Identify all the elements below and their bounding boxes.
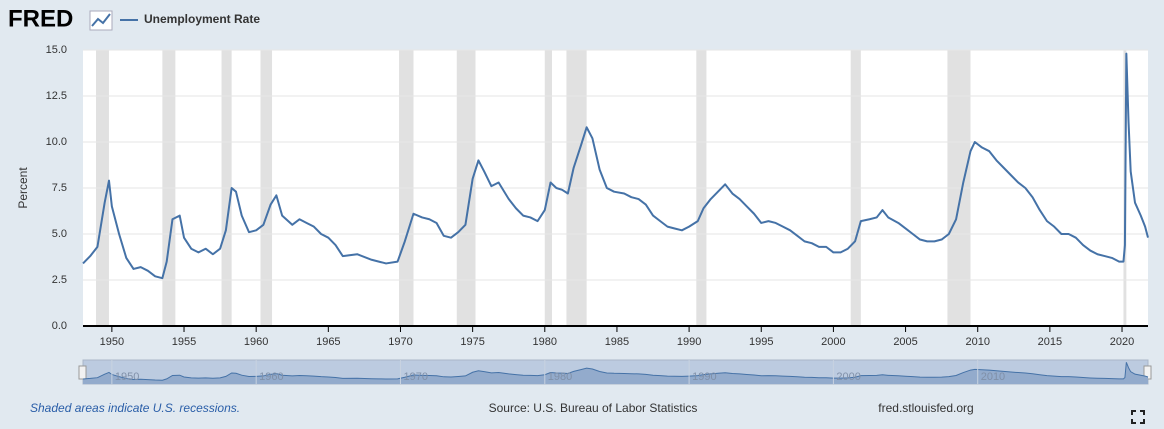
y-tick-label: 12.5: [46, 90, 67, 102]
navigator-tick-label: 1960: [259, 371, 283, 383]
x-tick-label: 1970: [388, 336, 412, 348]
logo-icon: [89, 10, 113, 31]
y-axis-label: Percent: [16, 167, 30, 209]
x-tick-label: 2015: [1038, 336, 1062, 348]
navigator-tick-label: 1950: [115, 371, 139, 383]
x-tick-label: 2020: [1110, 336, 1134, 348]
y-tick-label: 10.0: [46, 136, 67, 148]
y-tick-label: 15.0: [46, 44, 67, 56]
x-tick-label: 1990: [677, 336, 701, 348]
x-tick-label: 2000: [821, 336, 845, 348]
legend-label: Unemployment Rate: [144, 12, 260, 26]
x-tick-label: 2010: [965, 336, 989, 348]
navigator-tick-label: 1990: [692, 371, 716, 383]
footnote: Shaded areas indicate U.S. recessions.: [30, 401, 240, 415]
site: fred.stlouisfed.org: [878, 401, 973, 415]
x-tick-label: 1960: [244, 336, 268, 348]
y-tick-label: 7.5: [52, 182, 67, 194]
x-tick-label: 1950: [100, 336, 124, 348]
navigator-line: [82, 362, 1149, 381]
x-tick-label: 1985: [605, 336, 629, 348]
navigator-handle[interactable]: [78, 365, 87, 380]
x-tick-label: 1995: [749, 336, 773, 348]
x-tick-label: 1980: [533, 336, 557, 348]
navigator-tick-label: 1970: [403, 371, 427, 383]
fullscreen-button[interactable]: [1131, 410, 1145, 424]
y-tick-label: 5.0: [52, 228, 67, 240]
x-tick-label: 2005: [893, 336, 917, 348]
x-tick-label: 1965: [316, 336, 340, 348]
y-tick-label: 0.0: [52, 320, 67, 332]
x-tick-label: 1955: [172, 336, 196, 348]
navigator-tick-label: 2010: [981, 371, 1005, 383]
series-line: [82, 52, 1149, 280]
source: Source: U.S. Bureau of Labor Statistics: [489, 401, 698, 415]
navigator-tick-label: 1980: [548, 371, 572, 383]
navigator-tick-label: 2000: [836, 371, 860, 383]
y-tick-label: 2.5: [52, 274, 67, 286]
logo: FRED: [8, 5, 73, 32]
x-tick-label: 1975: [460, 336, 484, 348]
